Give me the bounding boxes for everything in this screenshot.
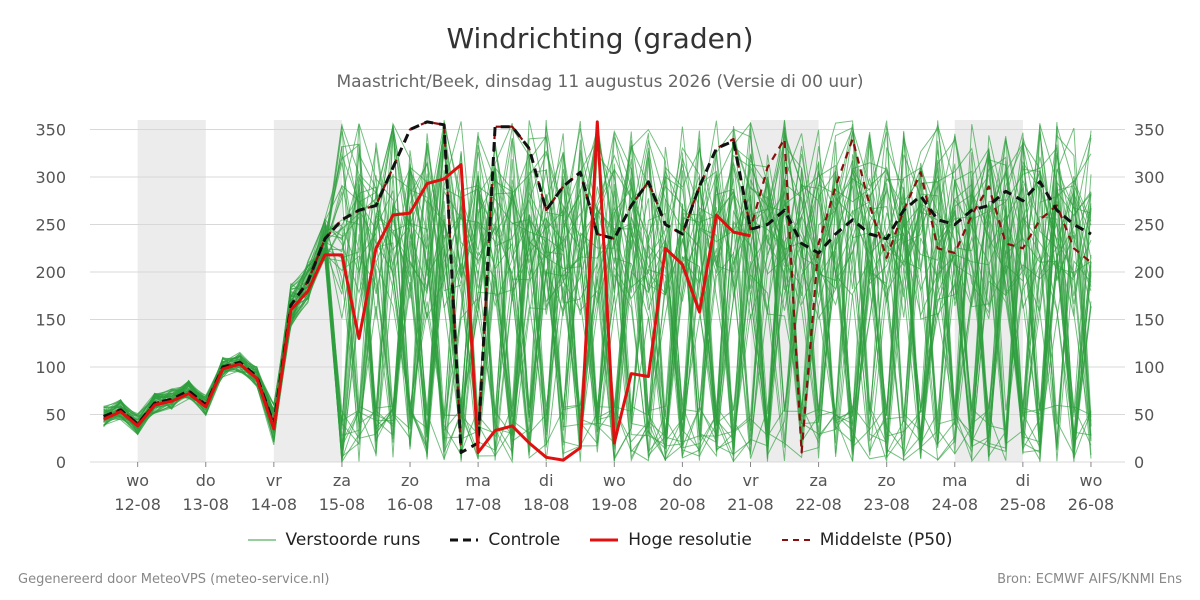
x-tick-day-7: wo (603, 471, 626, 490)
legend-label-median: Middelste (P50) (819, 530, 953, 550)
ensemble-run-35 (103, 131, 1092, 462)
ensemble-run-47 (103, 124, 1092, 458)
y-tick-left-150: 150 (35, 311, 66, 330)
x-tick-date-12: 24-08 (932, 495, 979, 514)
y-tick-left-50: 50 (46, 406, 66, 425)
legend-label-high-res: Hoge resolutie (628, 530, 752, 550)
x-tick-day-13: di (1016, 471, 1031, 490)
x-tick-day-3: za (333, 471, 351, 490)
legend-item-median: Middelste (P50) (781, 530, 953, 550)
x-tick-day-5: ma (465, 471, 490, 490)
y-tick-left-300: 300 (35, 168, 66, 187)
x-tick-date-8: 20-08 (659, 495, 706, 514)
legend-item-ensemble: Verstoorde runs (247, 530, 421, 550)
x-tick-date-10: 22-08 (795, 495, 842, 514)
chart-title: Windrichting (graden) (446, 22, 754, 55)
x-tick-day-8: do (672, 471, 692, 490)
ensemble-run-48 (103, 119, 1092, 451)
x-tick-date-14: 26-08 (1068, 495, 1115, 514)
y-tick-right-350: 350 (1134, 121, 1165, 140)
x-tick-day-11: zo (878, 471, 896, 490)
legend-swatch-median (781, 539, 810, 541)
y-tick-left-200: 200 (35, 263, 66, 282)
y-tick-left-100: 100 (35, 358, 66, 377)
x-tick-day-0: wo (126, 471, 149, 490)
y-tick-right-300: 300 (1134, 168, 1165, 187)
x-tick-day-14: wo (1080, 471, 1103, 490)
y-tick-right-200: 200 (1134, 263, 1165, 282)
x-tick-day-4: zo (401, 471, 419, 490)
footer-generated-by: Gegenereerd door MeteoVPS (meteo-service… (18, 572, 330, 587)
chart-subtitle: Maastricht/Beek, dinsdag 11 augustus 202… (336, 72, 864, 92)
y-tick-right-50: 50 (1134, 406, 1154, 425)
x-tick-date-9: 21-08 (727, 495, 774, 514)
x-tick-date-2: 14-08 (251, 495, 298, 514)
x-tick-day-6: di (539, 471, 554, 490)
y-tick-left-250: 250 (35, 216, 66, 235)
legend-item-control: Controle (450, 530, 560, 550)
x-tick-date-3: 15-08 (319, 495, 366, 514)
legend: Verstoorde runs Controle Hoge resolutie … (0, 530, 1200, 550)
y-tick-left-350: 350 (35, 121, 66, 140)
legend-swatch-control (450, 538, 479, 542)
x-tick-date-7: 19-08 (591, 495, 638, 514)
x-tick-day-2: vr (266, 471, 282, 490)
x-tick-date-6: 18-08 (523, 495, 570, 514)
y-tick-right-0: 0 (1134, 453, 1144, 472)
x-tick-date-4: 16-08 (387, 495, 434, 514)
x-tick-day-12: ma (942, 471, 967, 490)
x-tick-date-1: 13-08 (183, 495, 230, 514)
x-tick-day-10: za (809, 471, 827, 490)
y-tick-right-100: 100 (1134, 358, 1165, 377)
y-tick-right-250: 250 (1134, 216, 1165, 235)
legend-label-control: Controle (488, 530, 561, 550)
x-tick-date-11: 23-08 (863, 495, 910, 514)
x-tick-date-0: 12-08 (114, 495, 161, 514)
y-tick-left-0: 0 (56, 453, 66, 472)
legend-item-high-res: Hoge resolutie (590, 530, 752, 550)
footer-source: Bron: ECMWF AIFS/KNMI Ens (997, 572, 1182, 587)
x-tick-date-5: 17-08 (455, 495, 502, 514)
y-tick-right-150: 150 (1134, 311, 1165, 330)
x-tick-date-13: 25-08 (1000, 495, 1047, 514)
x-tick-day-1: do (196, 471, 216, 490)
legend-swatch-ensemble (247, 539, 276, 541)
x-tick-day-9: vr (742, 471, 758, 490)
legend-swatch-high-res (590, 538, 619, 542)
legend-label-ensemble: Verstoorde runs (285, 530, 421, 550)
